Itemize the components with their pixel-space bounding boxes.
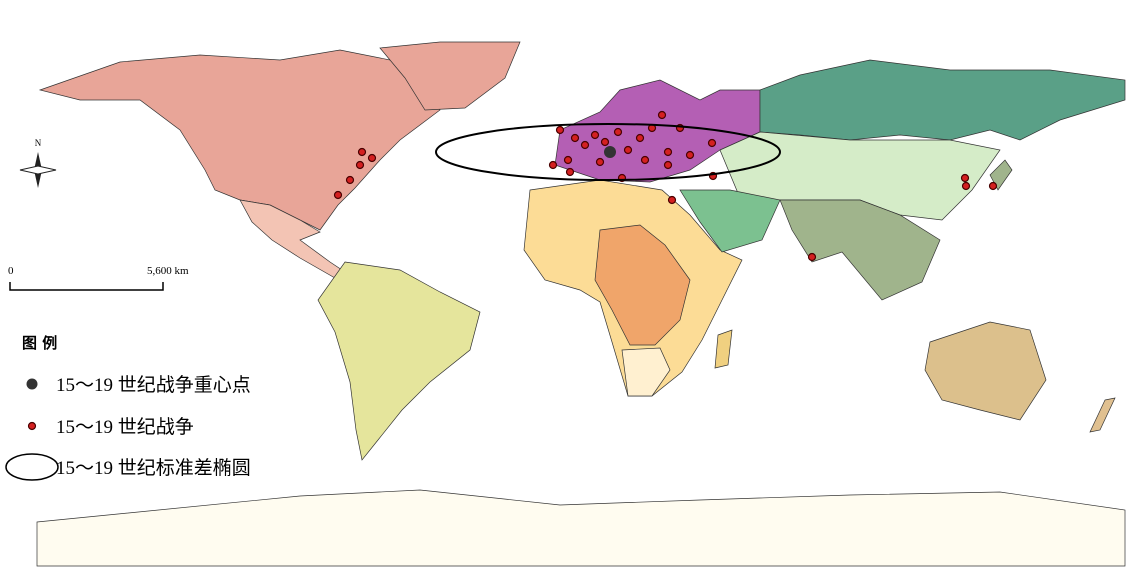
legend: 图 例 15～19 世纪战争重心点 15～19 世纪战争 15～19 世纪标准差… (5, 334, 251, 481)
legend-symbol (27, 421, 37, 431)
middle-east (679, 189, 781, 253)
north-america (38, 49, 441, 231)
war-point (600, 137, 610, 147)
antarctica (36, 489, 1126, 567)
war-point (565, 167, 575, 177)
war-point (613, 127, 623, 137)
war-points (333, 110, 998, 262)
war-point (570, 133, 580, 143)
war-point (555, 125, 565, 135)
legend-title: 图 例 (22, 334, 57, 352)
legend-item: 15～19 世纪标准差椭圆 (56, 457, 251, 479)
australia (924, 321, 1047, 421)
war-point (357, 147, 367, 157)
war-point (563, 155, 573, 165)
scale-line (9, 282, 164, 291)
center-point (604, 146, 616, 158)
war-point (707, 138, 717, 148)
madagascar (714, 329, 733, 369)
legend-item: 15～19 世纪战争重心点 (56, 374, 251, 396)
war-point (663, 160, 673, 170)
war-point (623, 145, 633, 155)
war-point (663, 147, 673, 157)
central-africa (594, 224, 691, 346)
war-point (355, 160, 365, 170)
war-point (685, 150, 695, 160)
war-point (580, 140, 590, 150)
greenland (379, 41, 521, 111)
war-point (548, 160, 558, 170)
std-ellipse (435, 123, 781, 181)
war-point (657, 110, 667, 120)
southern-africa (621, 347, 671, 397)
war-point (807, 252, 817, 262)
new-zealand (1089, 397, 1116, 433)
war-point (345, 175, 355, 185)
continents (36, 41, 1126, 567)
north-label: N (35, 138, 42, 148)
legend-item: 15～19 世纪战争 (56, 416, 194, 438)
south-asia (779, 199, 941, 301)
war-point (961, 181, 971, 191)
war-point (590, 130, 600, 140)
south-america (317, 261, 481, 461)
scale-end: 5,600 km (147, 265, 189, 277)
legend-symbol (5, 453, 59, 481)
war-point (367, 153, 377, 163)
arrow-ew (19, 165, 57, 175)
scale-start: 0 (8, 265, 14, 277)
north-arrow: N (19, 138, 57, 188)
war-point (333, 190, 343, 200)
war-point (988, 181, 998, 191)
war-point (595, 157, 605, 167)
central-america (239, 199, 346, 279)
legend-symbol (26, 378, 38, 390)
war-point (635, 133, 645, 143)
scale-bar: 0 5,600 km (8, 265, 189, 291)
russia (759, 59, 1126, 141)
war-point (960, 173, 970, 183)
war-point (640, 155, 650, 165)
war-point (667, 195, 677, 205)
